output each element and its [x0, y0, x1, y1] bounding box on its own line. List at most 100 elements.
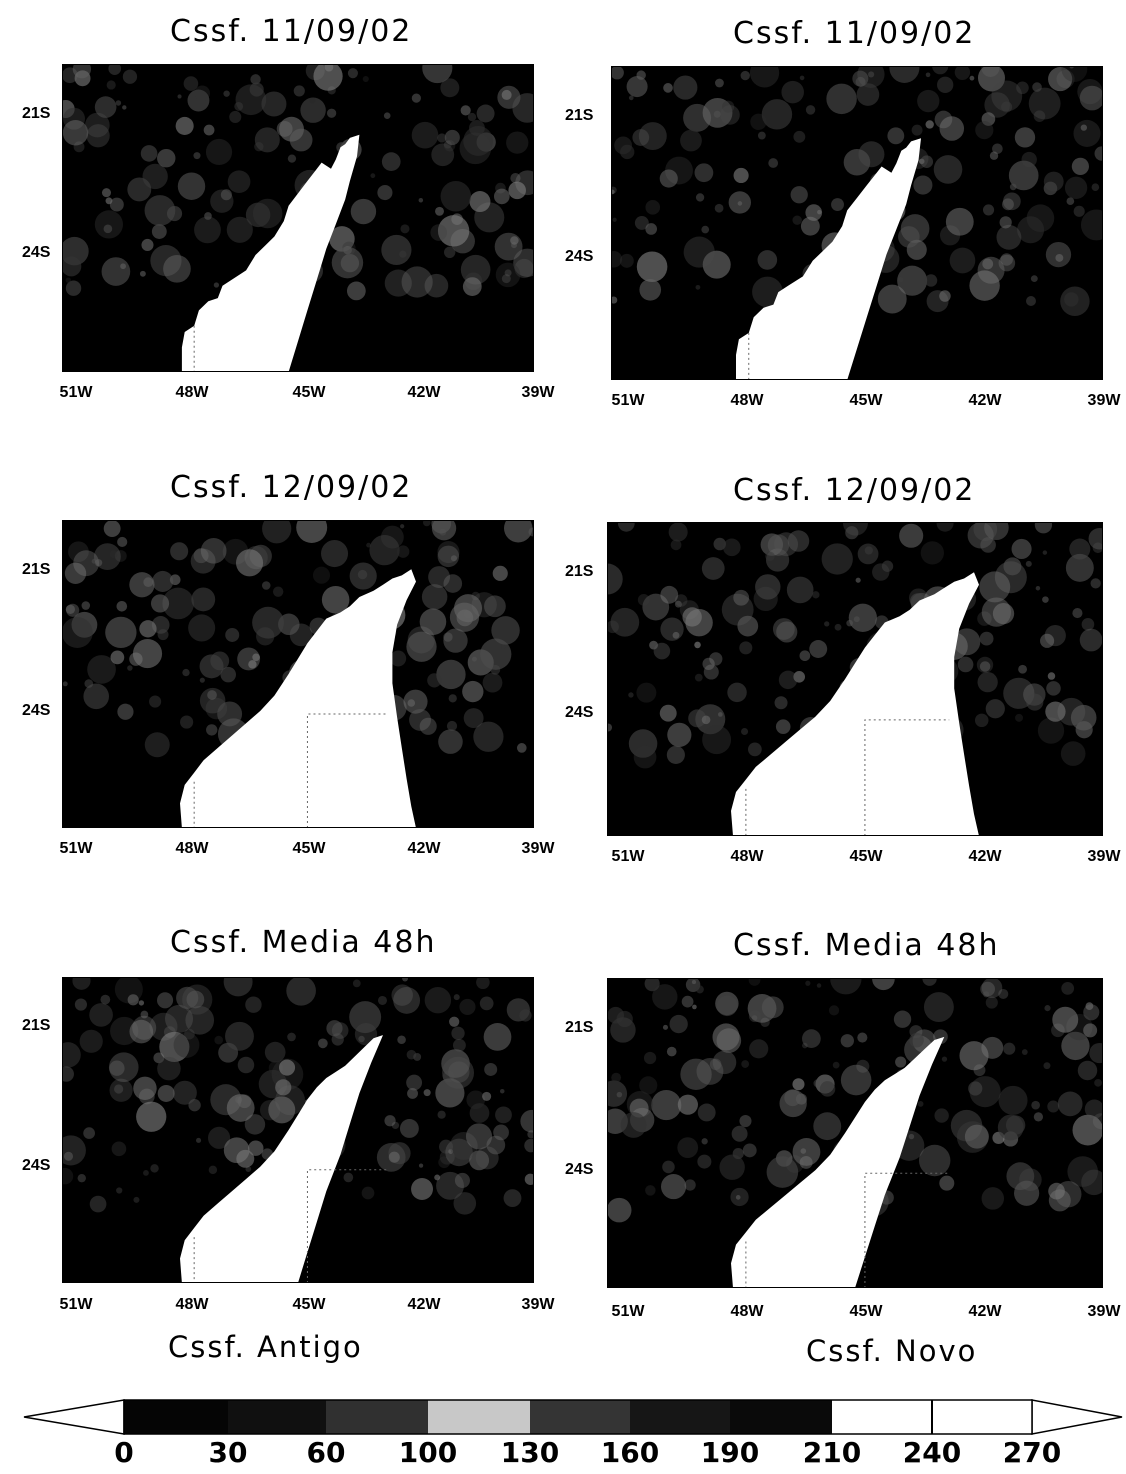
xtick-45w: 45W: [292, 384, 326, 401]
map-panel-4: [607, 522, 1103, 836]
map-frame: [62, 977, 534, 1283]
xtick-42w: 42W: [968, 392, 1002, 409]
xtick-45w: 45W: [292, 840, 326, 857]
colorbar-tick-label: 130: [500, 1436, 560, 1469]
map-svg: [607, 978, 1103, 1288]
ytick-24s: 24S: [565, 704, 594, 721]
cloud-patches: [607, 978, 1103, 1223]
map-svg: [62, 64, 534, 372]
panel-title-4: Cssf. 12/09/02: [733, 473, 976, 508]
colorbar-tick-label: 100: [398, 1436, 458, 1469]
map-panel-3: [62, 520, 534, 828]
colorbar-extend-left: [23, 1399, 125, 1435]
xtick-51w: 51W: [611, 392, 645, 409]
colorbar-tick-label: 240: [902, 1436, 962, 1469]
xtick-51w: 51W: [59, 384, 93, 401]
xtick-39w: 39W: [1087, 848, 1121, 865]
panel-title-2: Cssf. 11/09/02: [733, 16, 976, 51]
xtick-39w: 39W: [521, 384, 555, 401]
map-svg: [62, 520, 534, 828]
xtick-42w: 42W: [407, 1296, 441, 1313]
colorbar-segment: [932, 1400, 1032, 1434]
ytick-21s: 21S: [565, 107, 594, 124]
xtick-48w: 48W: [730, 392, 764, 409]
land-area: [181, 134, 360, 372]
colorbar-extend-right: [1031, 1399, 1123, 1435]
colorbar-frame: [123, 1399, 1033, 1435]
colorbar-segment: [326, 1400, 428, 1434]
ytick-24s: 24S: [22, 702, 51, 719]
land-area: [736, 138, 921, 380]
xtick-51w: 51W: [59, 840, 93, 857]
panel-title-5: Cssf. Media 48h: [170, 925, 437, 960]
colorbar-tick-label: 30: [208, 1436, 248, 1469]
xtick-39w: 39W: [521, 840, 555, 857]
xtick-48w: 48W: [730, 1303, 764, 1320]
xtick-51w: 51W: [611, 1303, 645, 1320]
map-svg: [62, 977, 534, 1283]
ytick-24s: 24S: [22, 244, 51, 261]
colorbar-segment: [530, 1400, 630, 1434]
land-area: [180, 569, 416, 828]
map-frame: [62, 520, 534, 828]
colorbar-tick-label: 160: [600, 1436, 660, 1469]
map-panel-1: [62, 64, 534, 372]
map-svg: [607, 522, 1103, 836]
colorbar-tick-label: 210: [802, 1436, 862, 1469]
xtick-48w: 48W: [730, 848, 764, 865]
border-line: [306, 1169, 388, 1283]
map-frame: [611, 66, 1103, 380]
colorbar-segment: [630, 1400, 730, 1434]
xtick-48w: 48W: [175, 840, 209, 857]
panel-title-3: Cssf. 12/09/02: [170, 470, 413, 505]
xtick-39w: 39W: [1087, 392, 1121, 409]
land-area: [731, 572, 979, 836]
xtick-39w: 39W: [521, 1296, 555, 1313]
colorbar-tick-label: 270: [1002, 1436, 1062, 1469]
panel-title-6: Cssf. Media 48h: [733, 928, 1000, 963]
colorbar: [23, 1399, 1123, 1435]
xtick-42w: 42W: [968, 848, 1002, 865]
ytick-24s: 24S: [565, 1161, 594, 1178]
ytick-24s: 24S: [22, 1157, 51, 1174]
colorbar-segment: [228, 1400, 326, 1434]
map-frame: [607, 522, 1103, 836]
xtick-48w: 48W: [175, 384, 209, 401]
colorbar-segment: [730, 1400, 832, 1434]
colorbar-tick-label: 0: [114, 1436, 134, 1469]
xtick-39w: 39W: [1087, 1303, 1121, 1320]
map-frame: [62, 64, 534, 372]
xtick-51w: 51W: [611, 848, 645, 865]
map-frame: [607, 978, 1103, 1288]
colorbar-segment: [428, 1400, 530, 1434]
panel-title-1: Cssf. 11/09/02: [170, 14, 413, 49]
ytick-21s: 21S: [565, 563, 594, 580]
land-area: [180, 1035, 383, 1283]
land-area: [731, 1036, 945, 1288]
border-line: [864, 1172, 950, 1288]
colorbar-tick-label: 60: [306, 1436, 346, 1469]
xtick-45w: 45W: [292, 1296, 326, 1313]
xtick-45w: 45W: [849, 848, 883, 865]
caption-novo: Cssf. Novo: [806, 1334, 978, 1368]
xtick-51w: 51W: [59, 1296, 93, 1313]
colorbar-tick-label: 190: [700, 1436, 760, 1469]
ytick-21s: 21S: [22, 561, 51, 578]
border-line: [864, 719, 950, 836]
ytick-21s: 21S: [565, 1019, 594, 1036]
ytick-21s: 21S: [22, 105, 51, 122]
map-panel-2: [611, 66, 1103, 380]
xtick-42w: 42W: [407, 384, 441, 401]
colorbar-segment: [832, 1400, 932, 1434]
colorbar-segment: [124, 1400, 228, 1434]
xtick-42w: 42W: [407, 840, 441, 857]
caption-antigo: Cssf. Antigo: [168, 1330, 363, 1364]
ytick-21s: 21S: [22, 1017, 51, 1034]
xtick-42w: 42W: [968, 1303, 1002, 1320]
xtick-48w: 48W: [175, 1296, 209, 1313]
xtick-45w: 45W: [849, 392, 883, 409]
map-panel-5: [62, 977, 534, 1283]
map-svg: [611, 66, 1103, 380]
map-panel-6: [607, 978, 1103, 1288]
xtick-45w: 45W: [849, 1303, 883, 1320]
